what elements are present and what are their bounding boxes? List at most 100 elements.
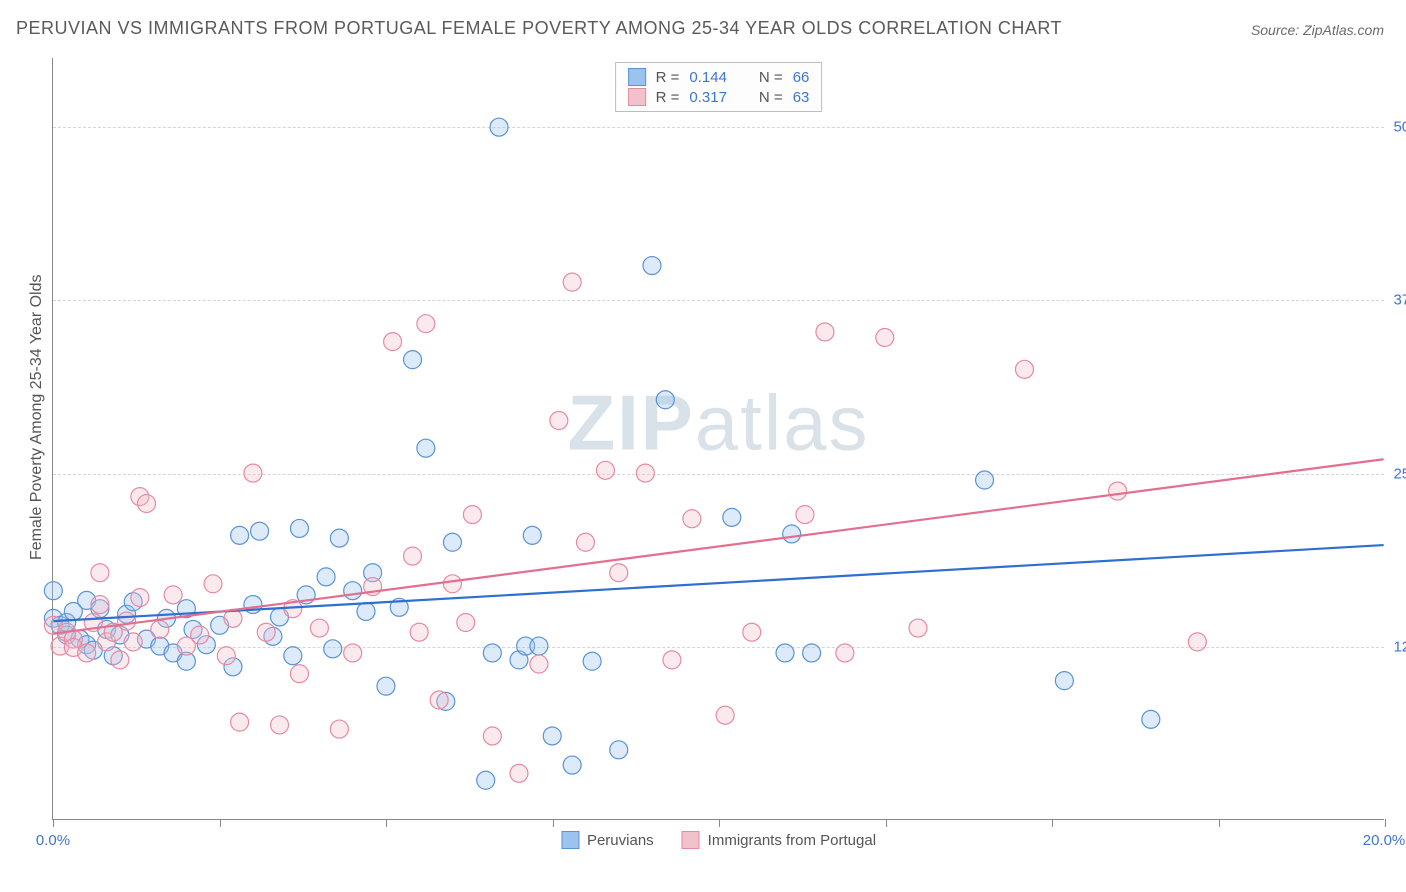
data-point — [530, 637, 548, 655]
x-min-label: 0.0% — [36, 832, 70, 849]
data-point — [563, 273, 581, 291]
data-point — [344, 644, 362, 662]
data-point — [1015, 360, 1033, 378]
data-point — [290, 665, 308, 683]
trend-line — [53, 459, 1383, 633]
data-point — [776, 644, 794, 662]
data-point — [610, 564, 628, 582]
data-point — [310, 619, 328, 637]
data-point — [410, 623, 428, 641]
data-point — [284, 647, 302, 665]
plot-area: ZIPatlas R = 0.144 N = 66 R = 0.317 N = … — [52, 58, 1384, 820]
data-point — [1188, 633, 1206, 651]
data-point — [191, 626, 209, 644]
y-axis-label: Female Poverty Among 25-34 Year Olds — [28, 275, 46, 561]
y-tick-label: 37.5% — [1393, 292, 1406, 309]
data-point — [523, 526, 541, 544]
data-point — [563, 756, 581, 774]
n-value-peruvians: 66 — [793, 69, 810, 86]
data-point — [377, 677, 395, 695]
data-point — [836, 644, 854, 662]
data-point — [244, 464, 262, 482]
data-point — [1109, 482, 1127, 500]
data-point — [743, 623, 761, 641]
data-point — [118, 612, 136, 630]
data-point — [78, 644, 96, 662]
r-label: R = — [656, 89, 680, 106]
data-point — [510, 764, 528, 782]
y-tick-label: 25.0% — [1393, 465, 1406, 482]
series-label-peruvians: Peruvians — [587, 832, 654, 849]
data-point — [417, 439, 435, 457]
chart-title: PERUVIAN VS IMMIGRANTS FROM PORTUGAL FEM… — [16, 18, 1062, 39]
data-point — [796, 506, 814, 524]
data-point — [636, 464, 654, 482]
swatch-portugal — [628, 88, 646, 106]
series-legend: Peruvians Immigrants from Portugal — [561, 831, 876, 849]
data-point — [111, 651, 129, 669]
data-point — [583, 652, 601, 670]
data-point — [257, 623, 275, 641]
data-point — [463, 506, 481, 524]
data-point — [330, 529, 348, 547]
data-point — [803, 644, 821, 662]
data-point — [1142, 710, 1160, 728]
data-point — [138, 495, 156, 513]
legend-item-peruvians: Peruvians — [561, 831, 654, 849]
swatch-peruvians — [561, 831, 579, 849]
data-point — [217, 647, 235, 665]
x-max-label: 20.0% — [1363, 832, 1406, 849]
swatch-portugal — [682, 831, 700, 849]
trend-line — [53, 545, 1383, 621]
n-value-portugal: 63 — [793, 89, 810, 106]
r-value-peruvians: 0.144 — [689, 69, 727, 86]
n-label: N = — [759, 89, 783, 106]
data-point — [976, 471, 994, 489]
data-point — [324, 640, 342, 658]
source-attribution: Source: ZipAtlas.com — [1251, 22, 1384, 38]
series-label-portugal: Immigrants from Portugal — [708, 832, 876, 849]
data-point — [457, 614, 475, 632]
data-point — [663, 651, 681, 669]
r-value-portugal: 0.317 — [689, 89, 727, 106]
y-tick-label: 12.5% — [1393, 638, 1406, 655]
data-point — [44, 582, 62, 600]
data-point — [477, 771, 495, 789]
data-point — [384, 333, 402, 351]
data-point — [816, 323, 834, 341]
data-point — [683, 510, 701, 528]
data-point — [330, 720, 348, 738]
data-point — [204, 575, 222, 593]
scatter-svg — [53, 58, 1384, 819]
data-point — [543, 727, 561, 745]
data-point — [610, 741, 628, 759]
data-point — [490, 118, 508, 136]
data-point — [550, 412, 568, 430]
data-point — [231, 713, 249, 731]
data-point — [643, 257, 661, 275]
data-point — [91, 596, 109, 614]
data-point — [443, 533, 461, 551]
data-point — [317, 568, 335, 586]
data-point — [251, 522, 269, 540]
swatch-peruvians — [628, 68, 646, 86]
data-point — [783, 525, 801, 543]
correlation-legend: R = 0.144 N = 66 R = 0.317 N = 63 — [615, 62, 823, 112]
data-point — [723, 508, 741, 526]
data-point — [443, 575, 461, 593]
data-point — [430, 691, 448, 709]
data-point — [271, 716, 289, 734]
data-point — [909, 619, 927, 637]
data-point — [124, 633, 142, 651]
data-point — [290, 519, 308, 537]
n-label: N = — [759, 69, 783, 86]
data-point — [1055, 672, 1073, 690]
data-point — [164, 586, 182, 604]
data-point — [656, 391, 674, 409]
r-label: R = — [656, 69, 680, 86]
legend-item-portugal: Immigrants from Portugal — [682, 831, 876, 849]
data-point — [530, 655, 548, 673]
data-point — [344, 582, 362, 600]
data-point — [404, 547, 422, 565]
data-point — [483, 727, 501, 745]
